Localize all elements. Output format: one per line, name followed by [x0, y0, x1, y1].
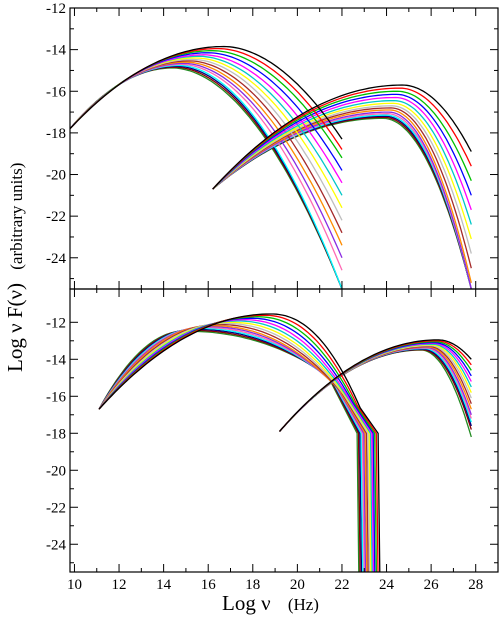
top-y-tick-label: -24 — [46, 251, 66, 267]
top-panel-frame — [69, 7, 499, 290]
bottom-x-tick-label: 20 — [290, 577, 305, 593]
bottom-panel-curves — [98, 313, 472, 572]
bottom-y-tick-label: -24 — [46, 537, 66, 553]
top-y-tick-label: -16 — [46, 84, 66, 100]
bottom-x-tick-label: 12 — [112, 577, 127, 593]
bottom-x-tick-label: 14 — [156, 577, 172, 593]
bottom-y-tick-label: -14 — [46, 352, 66, 368]
bottom-x-tick-label: 22 — [334, 577, 349, 593]
bottom-compton-series-1 — [279, 339, 472, 432]
bottom-y-tick-label: -18 — [46, 426, 66, 442]
top-compton-series-1 — [212, 84, 472, 190]
top-panel: -12 -14 -16 -18 -20 -22 -24 — [46, 1, 499, 290]
top-synchrotron-series-15 — [70, 66, 343, 289]
top-compton-series-12 — [212, 113, 472, 289]
top-compton-series-3 — [212, 90, 472, 190]
bottom-x-tick-label: 18 — [245, 577, 260, 593]
top-compton-series-11 — [212, 111, 472, 289]
bottom-x-tick-label: 16 — [201, 577, 217, 593]
top-synchrotron-series-14 — [70, 65, 343, 289]
top-y-tick-label: -14 — [46, 43, 66, 59]
bottom-x-tick-label: 10 — [67, 577, 82, 593]
x-axis-title: Log ν (Hz) — [222, 591, 319, 615]
top-compton-series-8 — [212, 105, 472, 254]
top-compton-series-2 — [212, 87, 472, 190]
top-y-tick-label: -20 — [46, 168, 66, 184]
top-compton-series-13 — [212, 114, 472, 289]
top-compton-series-14 — [212, 115, 472, 289]
top-synchrotron-series-11 — [70, 62, 343, 259]
top-panel-ticks: -12 -14 -16 -18 -20 -22 -24 — [46, 1, 498, 289]
bottom-y-tick-label: -12 — [46, 315, 66, 331]
bottom-panel: -12 -14 -16 -18 -20 -22 -24 10 12 14 16 18 20 22 24 26 2… — [46, 288, 499, 593]
top-compton-series-4 — [212, 93, 472, 196]
top-panel-curves — [70, 45, 472, 289]
top-y-tick-label: -12 — [46, 1, 66, 17]
bottom-x-tick-label: 28 — [468, 577, 483, 593]
bottom-synchrotron-series-1 — [98, 313, 381, 572]
bottom-y-tick-label: -16 — [46, 389, 66, 405]
top-compton-series-9 — [212, 107, 472, 269]
bottom-x-tick-label: 26 — [424, 577, 440, 593]
bottom-y-tick-label: -22 — [46, 500, 66, 516]
top-synchrotron-series-13 — [70, 64, 343, 289]
y-axis-title: Log ν F(ν) (arbitrary units) — [3, 163, 27, 372]
top-compton-series-6 — [212, 99, 472, 225]
bottom-x-tick-label: 24 — [379, 577, 395, 593]
bottom-y-tick-label: -20 — [46, 463, 66, 479]
top-synchrotron-series-16 — [70, 67, 343, 289]
top-compton-series-7 — [212, 102, 472, 240]
bottom-panel-ticks: -12 -14 -16 -18 -20 -22 -24 10 12 14 16 18 20 22 24 26 2… — [46, 289, 498, 593]
bottom-synchrotron-series-8 — [98, 322, 371, 572]
top-compton-series-5 — [212, 96, 472, 211]
top-y-tick-label: -18 — [46, 126, 66, 142]
bottom-panel-frame — [69, 288, 499, 573]
top-synchrotron-series-1 — [70, 45, 343, 140]
top-y-tick-label: -22 — [46, 209, 66, 225]
top-synchrotron-series-3 — [70, 50, 343, 159]
